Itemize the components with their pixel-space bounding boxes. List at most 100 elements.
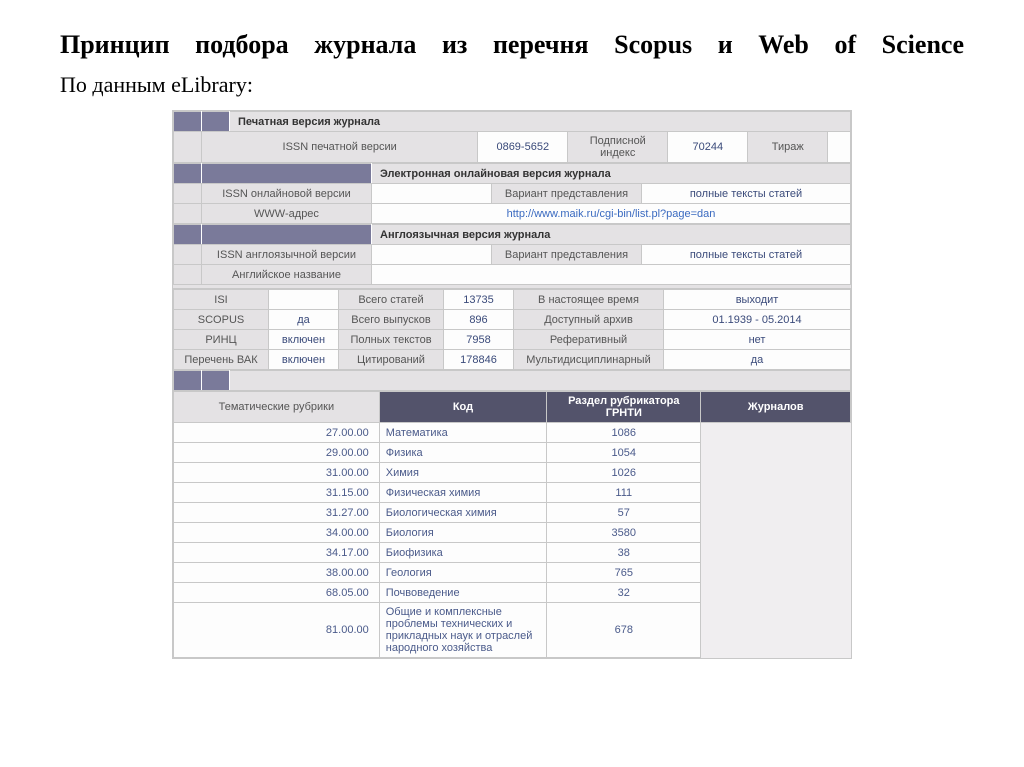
- stats-grid: ISI Всего статей 13735 В настоящее время…: [173, 289, 851, 370]
- www-label: WWW-адрес: [202, 204, 372, 224]
- grnti-code[interactable]: 29.00.00: [174, 443, 380, 463]
- elibrary-panel: Печатная версия журнала ISSN печатной ве…: [172, 110, 852, 659]
- section-stripe: [174, 112, 202, 132]
- grnti-code[interactable]: 38.00.00: [174, 563, 380, 583]
- scopus-value: да: [269, 310, 339, 330]
- online-issn-value: [372, 184, 492, 204]
- www-link[interactable]: http://www.maik.ru/cgi-bin/list.pl?page=…: [507, 208, 716, 220]
- section-stripe: [174, 371, 202, 391]
- grnti-code[interactable]: 31.00.00: [174, 463, 380, 483]
- grnti-count[interactable]: 32: [547, 583, 701, 603]
- grnti-name[interactable]: Геология: [379, 563, 546, 583]
- grnti-name[interactable]: Биологическая химия: [379, 503, 546, 523]
- grnti-row: 31.27.00Биологическая химия57: [174, 503, 851, 523]
- grnti-count[interactable]: 111: [547, 483, 701, 503]
- grnti-head-section: Раздел рубрикатора ГРНТИ: [547, 392, 701, 423]
- isi-value: [269, 290, 339, 310]
- grnti-code[interactable]: 81.00.00: [174, 603, 380, 658]
- grnti-count[interactable]: 1054: [547, 443, 701, 463]
- grnti-row: 31.00.00Химия1026: [174, 463, 851, 483]
- isi-label: ISI: [174, 290, 269, 310]
- grnti-code[interactable]: 34.17.00: [174, 543, 380, 563]
- tirazh-value: [828, 132, 851, 163]
- grnti-name[interactable]: Биофизика: [379, 543, 546, 563]
- online-variant-value: полные тексты статей: [642, 184, 851, 204]
- grnti-code[interactable]: 31.27.00: [174, 503, 380, 523]
- english-issn-value: [372, 245, 492, 265]
- english-name-label: Английское название: [202, 265, 372, 285]
- print-issn-value: 0869-5652: [478, 132, 568, 163]
- grnti-name[interactable]: Математика: [379, 423, 546, 443]
- section-stripe: [174, 225, 202, 245]
- section-stripe: [202, 371, 230, 391]
- english-header: Англоязычная версия журнала: [372, 225, 851, 245]
- grnti-head-code: Код: [379, 392, 546, 423]
- grnti-name[interactable]: Почвоведение: [379, 583, 546, 603]
- print-header: Печатная версия журнала: [230, 112, 851, 132]
- page-subtitle: По данным eLibrary:: [60, 72, 964, 98]
- www-value: http://www.maik.ru/cgi-bin/list.pl?page=…: [372, 204, 851, 224]
- issues-value: 896: [444, 310, 514, 330]
- grnti-name[interactable]: Химия: [379, 463, 546, 483]
- abstract-value: нет: [664, 330, 851, 350]
- articles-label: Всего статей: [339, 290, 444, 310]
- grnti-row: 68.05.00Почвоведение32: [174, 583, 851, 603]
- english-name-value: [372, 265, 851, 285]
- section-stripe: [174, 164, 202, 184]
- grnti-row: 27.00.00Математика1086: [174, 423, 851, 443]
- rinc-value: включен: [269, 330, 339, 350]
- grnti-name[interactable]: Общие и комплексные проблемы технических…: [379, 603, 546, 658]
- grnti-side-label: Тематические рубрики: [174, 392, 380, 423]
- grnti-row: 38.00.00Геология765: [174, 563, 851, 583]
- abstract-label: Реферативный: [514, 330, 664, 350]
- archive-value: 01.1939 - 05.2014: [664, 310, 851, 330]
- grnti-count[interactable]: 678: [547, 603, 701, 658]
- grnti-count[interactable]: 3580: [547, 523, 701, 543]
- grnti-code[interactable]: 34.00.00: [174, 523, 380, 543]
- online-section: Электронная онлайновая версия журнала IS…: [173, 163, 851, 224]
- vak-value: включен: [269, 350, 339, 370]
- grnti-name[interactable]: Физика: [379, 443, 546, 463]
- subidx-value: 70244: [668, 132, 748, 163]
- grnti-name[interactable]: Физическая химия: [379, 483, 546, 503]
- grnti-table: Тематические рубрики Код Раздел рубрикат…: [173, 391, 851, 658]
- archive-label: Доступный архив: [514, 310, 664, 330]
- grnti-count[interactable]: 1086: [547, 423, 701, 443]
- current-value: выходит: [664, 290, 851, 310]
- issues-label: Всего выпусков: [339, 310, 444, 330]
- online-header: Электронная онлайновая версия журнала: [372, 164, 851, 184]
- multi-value: да: [664, 350, 851, 370]
- articles-value: 13735: [444, 290, 514, 310]
- grnti-count[interactable]: 57: [547, 503, 701, 523]
- grnti-head-count: Журналов: [701, 392, 851, 423]
- print-section: Печатная версия журнала ISSN печатной ве…: [173, 111, 851, 163]
- multi-label: Мультидисциплинарный: [514, 350, 664, 370]
- scopus-label: SCOPUS: [174, 310, 269, 330]
- grnti-code[interactable]: 31.15.00: [174, 483, 380, 503]
- print-issn-label: ISSN печатной версии: [202, 132, 478, 163]
- current-label: В настоящее время: [514, 290, 664, 310]
- section-stripe: [202, 164, 372, 184]
- citations-value: 178846: [444, 350, 514, 370]
- grnti-row: 34.17.00Биофизика38: [174, 543, 851, 563]
- grnti-code[interactable]: 27.00.00: [174, 423, 380, 443]
- rinc-label: РИНЦ: [174, 330, 269, 350]
- english-variant-value: полные тексты статей: [642, 245, 851, 265]
- online-variant-label: Вариант представления: [492, 184, 642, 204]
- grnti-row: 29.00.00Физика1054: [174, 443, 851, 463]
- grnti-row: 81.00.00Общие и комплексные проблемы тех…: [174, 603, 851, 658]
- citations-label: Цитирований: [339, 350, 444, 370]
- vak-label: Перечень ВАК: [174, 350, 269, 370]
- grnti-count[interactable]: 38: [547, 543, 701, 563]
- grnti-name[interactable]: Биология: [379, 523, 546, 543]
- online-issn-label: ISSN онлайновой версии: [202, 184, 372, 204]
- english-section: Англоязычная версия журнала ISSN англояз…: [173, 224, 851, 285]
- section-stripe: [202, 112, 230, 132]
- subidx-label: Подписной индекс: [568, 132, 668, 163]
- grnti-count[interactable]: 1026: [547, 463, 701, 483]
- grnti-code[interactable]: 68.05.00: [174, 583, 380, 603]
- english-variant-label: Вариант представления: [492, 245, 642, 265]
- fulltext-label: Полных текстов: [339, 330, 444, 350]
- grnti-count[interactable]: 765: [547, 563, 701, 583]
- page-title: Принцип подбора журнала из перечня Scopu…: [60, 30, 964, 60]
